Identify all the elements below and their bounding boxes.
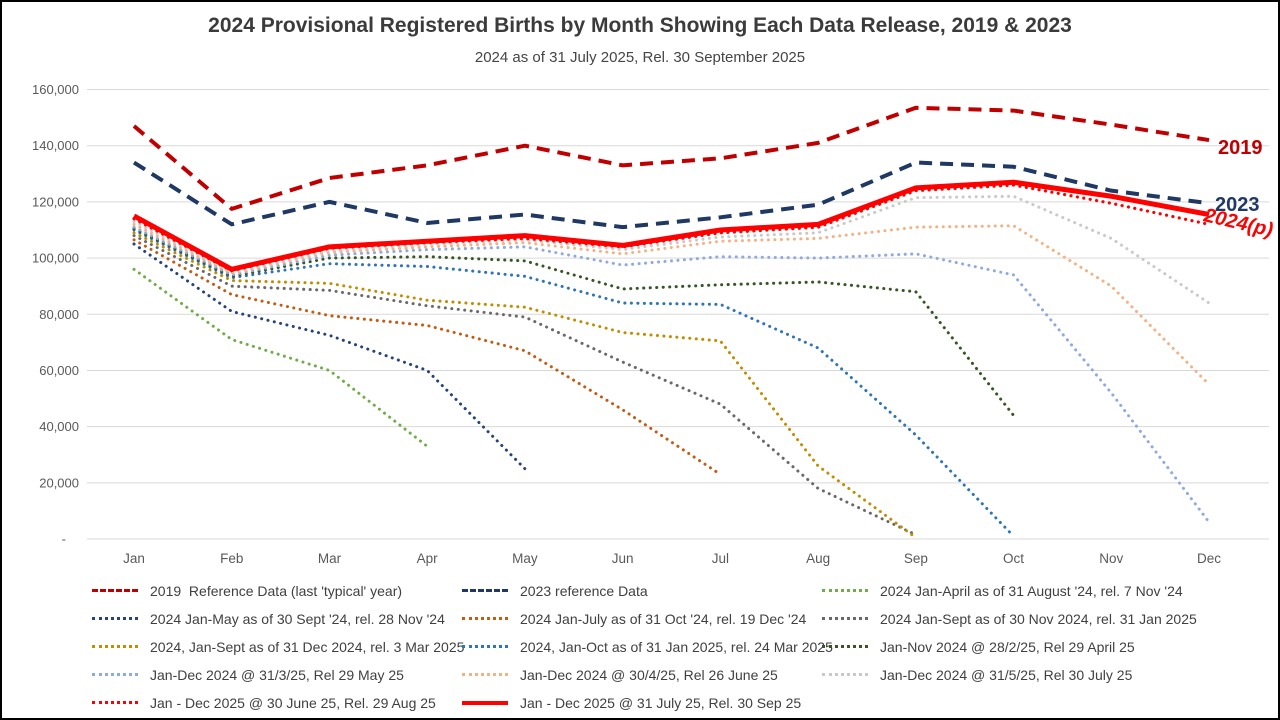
legend-label: 2024 Jan-Sept as of 30 Nov 2024, rel. 31… — [880, 610, 1197, 627]
legend-label: Jan - Dec 2025 @ 31 July 25, Rel. 30 Sep… — [520, 694, 802, 711]
legend-item: 2024 Jan-May as of 30 Sept '24, rel. 28 … — [92, 608, 462, 629]
legend-label: Jan-Dec 2024 @ 31/5/25, Rel 30 July 25 — [880, 666, 1133, 683]
series-line-1 — [132, 160, 1210, 230]
x-tick-label: Nov — [1099, 551, 1123, 566]
series-line-4 — [132, 238, 722, 476]
series-line-10 — [132, 222, 1211, 386]
legend-item: 2024, Jan-Sept as of 31 Dec 2024, rel. 3… — [92, 636, 465, 657]
y-tick-label: 20,000 — [39, 475, 79, 490]
legend-item: 2024, Jan-Oct as of 31 Jan 2025, rel. 24… — [462, 636, 833, 657]
y-tick-label: 140,000 — [32, 138, 79, 153]
legend-label: 2024 Jan-April as of 31 August '24, rel.… — [880, 582, 1183, 599]
series-lines — [132, 105, 1211, 540]
x-tick-label: May — [512, 551, 538, 566]
y-tick-label: 80,000 — [39, 307, 79, 322]
legend-item: 2024 Jan-July as of 31 Oct '24, rel. 19 … — [462, 608, 822, 629]
series-line-13 — [132, 179, 1210, 272]
y-axis-labels: - 20,000 40,000 60,000 80,000 100,000 120,000 1… — [32, 82, 79, 547]
y-tick-label: - — [62, 532, 66, 547]
y-tick-label: 100,000 — [32, 251, 79, 266]
series-line-9 — [132, 225, 1211, 524]
series-line-0 — [132, 105, 1210, 211]
legend-swatch-dotted — [822, 673, 868, 676]
y-tick-label: 160,000 — [32, 82, 79, 97]
legend-item: 2019 Reference Data (last 'typical' year… — [92, 580, 462, 601]
legend-swatch-dotted — [92, 645, 138, 648]
legend-swatch-dotted — [462, 617, 508, 620]
chart-title: 2024 Provisional Registered Births by Mo… — [208, 14, 1072, 37]
legend-swatch-dotted — [92, 673, 138, 676]
legend-swatch-dotted — [92, 701, 138, 704]
legend-swatch-dotted — [92, 617, 138, 620]
end-label-2019: 2019 — [1218, 137, 1263, 159]
legend-label: 2024 Jan-May as of 30 Sept '24, rel. 28 … — [150, 610, 445, 627]
x-tick-label: Feb — [220, 551, 243, 566]
legend: 2019 Reference Data (last 'typical' year… — [92, 580, 1262, 713]
end-label-2023: 2023 — [1215, 194, 1260, 216]
y-tick-label: 120,000 — [32, 194, 79, 209]
x-tick-label: Jun — [612, 551, 634, 566]
legend-swatch-dashed — [462, 589, 508, 592]
legend-label: 2024, Jan-Sept as of 31 Dec 2024, rel. 3… — [150, 638, 465, 655]
x-tick-label: Sep — [904, 551, 928, 566]
x-tick-label: Apr — [417, 551, 439, 566]
legend-swatch-dotted — [822, 589, 868, 592]
series-line-8 — [132, 227, 1016, 417]
legend-item: Jan-Dec 2024 @ 31/3/25, Rel 29 May 25 — [92, 664, 462, 685]
legend-label: Jan-Nov 2024 @ 28/2/25, Rel 29 April 25 — [880, 638, 1135, 655]
legend-item: 2024 Jan-April as of 31 August '24, rel.… — [822, 580, 1262, 601]
legend-swatch-dotted — [822, 617, 868, 620]
chart-subtitle: 2024 as of 31 July 2025, Rel. 30 Septemb… — [474, 49, 806, 66]
legend-label: Jan-Dec 2024 @ 31/3/25, Rel 29 May 25 — [150, 666, 404, 683]
legend-item: 2023 reference Data — [462, 580, 822, 601]
x-tick-label: Jul — [712, 551, 729, 566]
series-line-2 — [132, 267, 429, 448]
x-tick-label: Dec — [1197, 551, 1221, 566]
legend-item: Jan-Dec 2024 @ 31/5/25, Rel 30 July 25 — [822, 664, 1262, 685]
series-line-11 — [132, 194, 1211, 305]
x-tick-label: Jan — [123, 551, 145, 566]
legend-item: 2024 Jan-Sept as of 30 Nov 2024, rel. 31… — [822, 608, 1262, 629]
legend-label: 2024, Jan-Oct as of 31 Jan 2025, rel. 24… — [520, 638, 833, 655]
x-tick-label: Mar — [318, 551, 342, 566]
legend-label: Jan-Dec 2024 @ 30/4/25, Rel 26 June 25 — [520, 666, 778, 683]
legend-swatch-dotted — [462, 645, 508, 648]
y-tick-label: 60,000 — [39, 363, 79, 378]
gridlines — [87, 89, 1269, 540]
legend-item: Jan-Dec 2024 @ 30/4/25, Rel 26 June 25 — [462, 664, 822, 685]
legend-label: Jan - Dec 2025 @ 30 June 25, Rel. 29 Aug… — [150, 694, 436, 711]
legend-swatch-dotted — [462, 673, 508, 676]
legend-item: Jan - Dec 2025 @ 30 June 25, Rel. 29 Aug… — [92, 692, 462, 713]
legend-label: 2024 Jan-July as of 31 Oct '24, rel. 19 … — [520, 610, 807, 627]
series-line-3 — [132, 242, 527, 471]
x-tick-label: Oct — [1003, 551, 1024, 566]
legend-swatch-solid — [462, 700, 508, 705]
legend-label: 2019 Reference Data (last 'typical' year… — [150, 582, 403, 599]
legend-label: 2023 reference Data — [520, 582, 648, 599]
y-tick-label: 40,000 — [39, 419, 79, 434]
series-line-5 — [132, 234, 918, 537]
x-tick-label: Aug — [806, 551, 830, 566]
legend-item: Jan - Dec 2025 @ 31 July 25, Rel. 30 Sep… — [462, 692, 822, 713]
x-axis-labels: Jan Feb Mar Apr May Jun Jul Aug Sep Oct Nov Dec — [123, 551, 1221, 566]
series-line-7 — [132, 228, 1016, 538]
legend-swatch-dashed — [92, 589, 138, 592]
legend-swatch-dotted — [822, 645, 868, 648]
legend-item: Jan-Nov 2024 @ 28/2/25, Rel 29 April 25 — [822, 636, 1262, 657]
series-line-6 — [132, 231, 918, 540]
